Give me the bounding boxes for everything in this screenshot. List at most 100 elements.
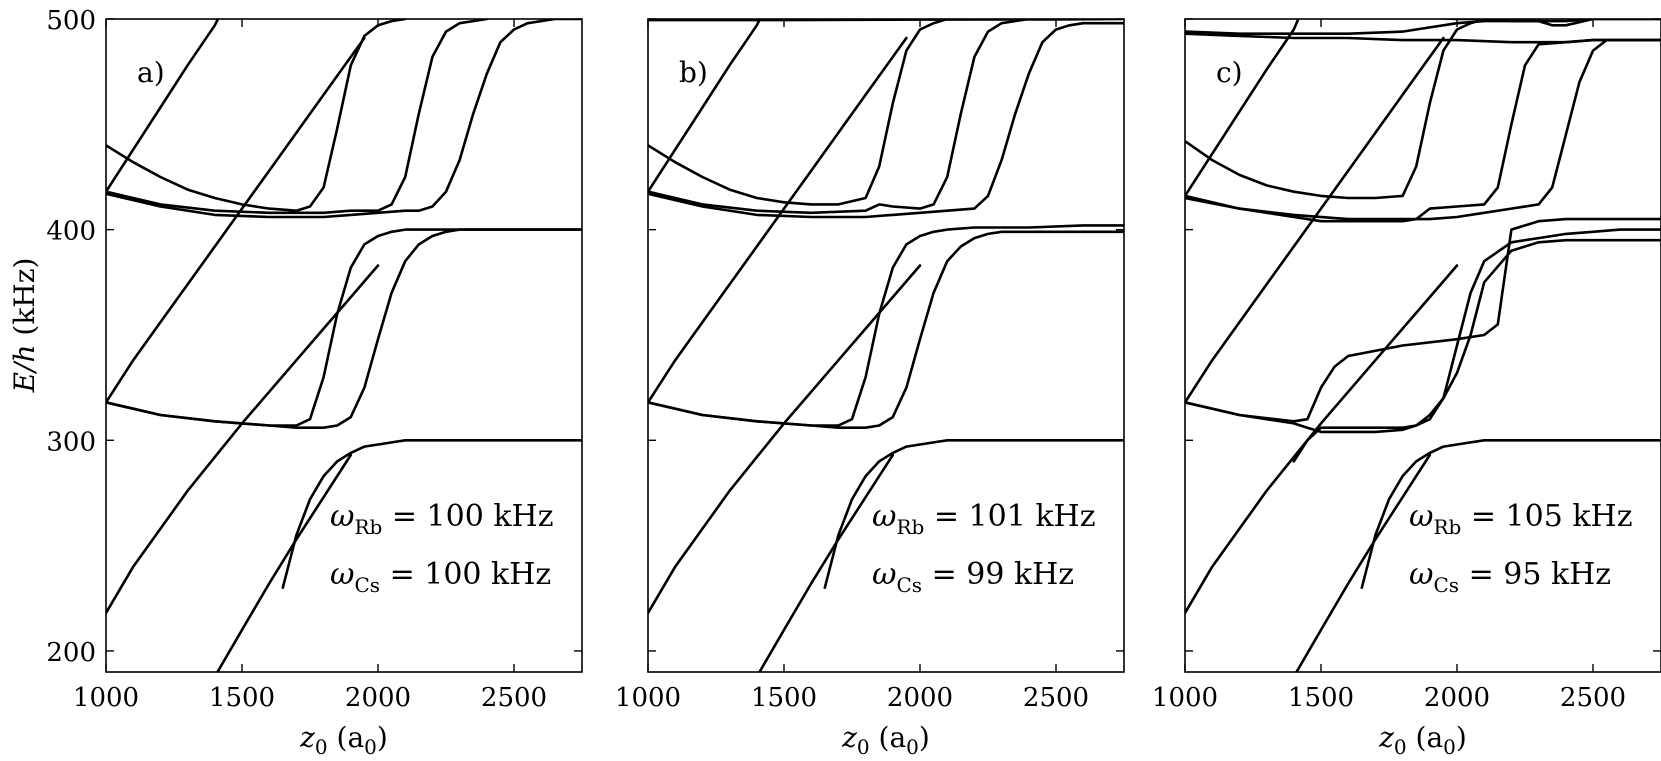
x-tick-label: 2000 bbox=[1424, 683, 1490, 713]
x-axis-label: z0 (a0) bbox=[299, 721, 388, 759]
series-lowest-branch bbox=[823, 439, 1124, 589]
omega-cs-symbol: ω bbox=[330, 557, 354, 592]
plot-frame bbox=[647, 18, 1125, 673]
omega-cs-symbol: ω bbox=[1409, 557, 1433, 592]
series-lowest-branch bbox=[1292, 228, 1661, 463]
panel-label: b) bbox=[679, 56, 708, 89]
series-upper-branch-2 bbox=[648, 19, 1031, 215]
panel-curves bbox=[1185, 19, 1661, 672]
series-upper-branch-1 bbox=[106, 19, 407, 212]
x-tick-label: 2500 bbox=[481, 683, 547, 713]
annotation-omega-rb: ωRb = 100 kHz bbox=[330, 499, 554, 539]
x-tick-label: 2500 bbox=[1560, 683, 1626, 713]
series-upper-branch-1 bbox=[648, 19, 949, 206]
series-lower-branch-2 bbox=[648, 230, 1124, 429]
annotation-omega-cs: ωCs = 99 kHz bbox=[872, 557, 1074, 597]
x-tick-label: 1500 bbox=[751, 683, 817, 713]
series-upper-branch-1 bbox=[1185, 19, 1486, 200]
omega-rb-value: = 105 kHz bbox=[1461, 499, 1632, 534]
panel-label: c) bbox=[1216, 56, 1243, 89]
plot-frame bbox=[1184, 18, 1661, 673]
series-rising-4 bbox=[216, 453, 353, 672]
x-axis-label-sub: 0 bbox=[315, 735, 328, 759]
panel-curves bbox=[106, 19, 582, 672]
omega-rb-sub: Rb bbox=[896, 515, 924, 539]
omega-cs-sub: Cs bbox=[354, 573, 380, 597]
omega-cs-sub: Cs bbox=[896, 573, 922, 597]
x-tick-label: 2000 bbox=[887, 683, 953, 713]
x-axis-label-unit-open: (a bbox=[328, 721, 365, 754]
omega-rb-symbol: ω bbox=[872, 499, 896, 534]
omega-rb-value: = 100 kHz bbox=[382, 499, 553, 534]
panel-label: a) bbox=[137, 56, 165, 89]
omega-rb-symbol: ω bbox=[1409, 499, 1433, 534]
series-upper-branch-2 bbox=[106, 19, 489, 215]
omega-cs-value: = 95 kHz bbox=[1459, 557, 1611, 592]
x-tick-label: 1000 bbox=[615, 683, 681, 713]
x-axis-label: z0 (a0) bbox=[841, 721, 930, 759]
omega-rb-sub: Rb bbox=[354, 515, 382, 539]
series-rising-1 bbox=[1185, 19, 1300, 198]
series-lowest-branch-2 bbox=[1360, 439, 1661, 589]
omega-rb-symbol: ω bbox=[330, 499, 354, 534]
panel-curves bbox=[648, 19, 1124, 672]
x-tick-label: 2000 bbox=[345, 683, 411, 713]
x-tick-label: 1000 bbox=[1152, 683, 1218, 713]
x-axis-label: z0 (a0) bbox=[1378, 721, 1467, 759]
y-axis-label-unit: (kHz) bbox=[8, 258, 41, 345]
series-rising-2 bbox=[106, 36, 366, 404]
x-axis-label-unit-sub: 0 bbox=[364, 735, 377, 759]
y-tick-label: 300 bbox=[46, 427, 96, 457]
series-rising-1 bbox=[106, 19, 220, 193]
y-axis-label-var: E/h bbox=[8, 344, 41, 393]
series-lowest-branch bbox=[281, 439, 582, 589]
x-axis-label-unit-sub: 0 bbox=[906, 735, 919, 759]
omega-cs-sub: Cs bbox=[1433, 573, 1459, 597]
series-upper-branch-3 bbox=[648, 21, 1124, 219]
series-rising-4 bbox=[1295, 453, 1432, 672]
x-tick-label: 2500 bbox=[1023, 683, 1089, 713]
y-tick-label: 400 bbox=[46, 217, 96, 247]
x-axis-label-unit-open: (a bbox=[1407, 721, 1444, 754]
series-rising-2 bbox=[1185, 36, 1445, 404]
omega-cs-value: = 100 kHz bbox=[380, 557, 551, 592]
y-axis-label: E/h (kHz) bbox=[8, 258, 41, 394]
annotation-omega-rb: ωRb = 105 kHz bbox=[1409, 499, 1633, 539]
x-axis-label-unit-sub: 0 bbox=[1443, 735, 1456, 759]
annotation-omega-cs: ωCs = 95 kHz bbox=[1409, 557, 1611, 597]
series-top-flat-2 bbox=[1185, 19, 1661, 35]
series-rising-4 bbox=[758, 453, 895, 672]
panel-1: 1000 1500 2000 2500 200 300 400 500 a) ωRb = 100 … bbox=[46, 6, 583, 759]
x-axis-label-var: z bbox=[841, 721, 857, 754]
omega-cs-symbol: ω bbox=[872, 557, 896, 592]
x-axis-label-var: z bbox=[299, 721, 315, 754]
series-lower-branch-2 bbox=[106, 228, 582, 429]
x-axis-label-unit-close: ) bbox=[377, 721, 388, 754]
x-axis-label-unit-close: ) bbox=[919, 721, 930, 754]
omega-cs-value: = 99 kHz bbox=[922, 557, 1074, 592]
x-axis-label-unit-close: ) bbox=[1456, 721, 1467, 754]
series-lower-branch-1 bbox=[648, 224, 1124, 427]
annotation-omega-rb: ωRb = 101 kHz bbox=[872, 499, 1096, 539]
y-tick-label: 500 bbox=[46, 6, 96, 36]
series-lower-branch-1 bbox=[1185, 217, 1661, 423]
series-top-flat-1 bbox=[1185, 32, 1661, 44]
x-axis-label-unit-open: (a bbox=[870, 721, 907, 754]
x-axis-label-var: z bbox=[1378, 721, 1394, 754]
x-tick-label: 1500 bbox=[209, 683, 275, 713]
series-lower-branch-2 bbox=[1185, 238, 1661, 434]
plot-frame bbox=[105, 18, 583, 673]
x-axis-label-sub: 0 bbox=[857, 735, 870, 759]
y-tick-label: 200 bbox=[46, 638, 96, 668]
series-rising-1 bbox=[648, 19, 762, 193]
series-lower-branch-1 bbox=[106, 228, 582, 427]
x-tick-label: 1500 bbox=[1288, 683, 1354, 713]
series-rising-2 bbox=[648, 36, 908, 404]
annotation-omega-cs: ωCs = 100 kHz bbox=[330, 557, 551, 597]
series-rising-3 bbox=[1185, 264, 1459, 615]
series-top-flat-3 bbox=[1423, 19, 1661, 27]
